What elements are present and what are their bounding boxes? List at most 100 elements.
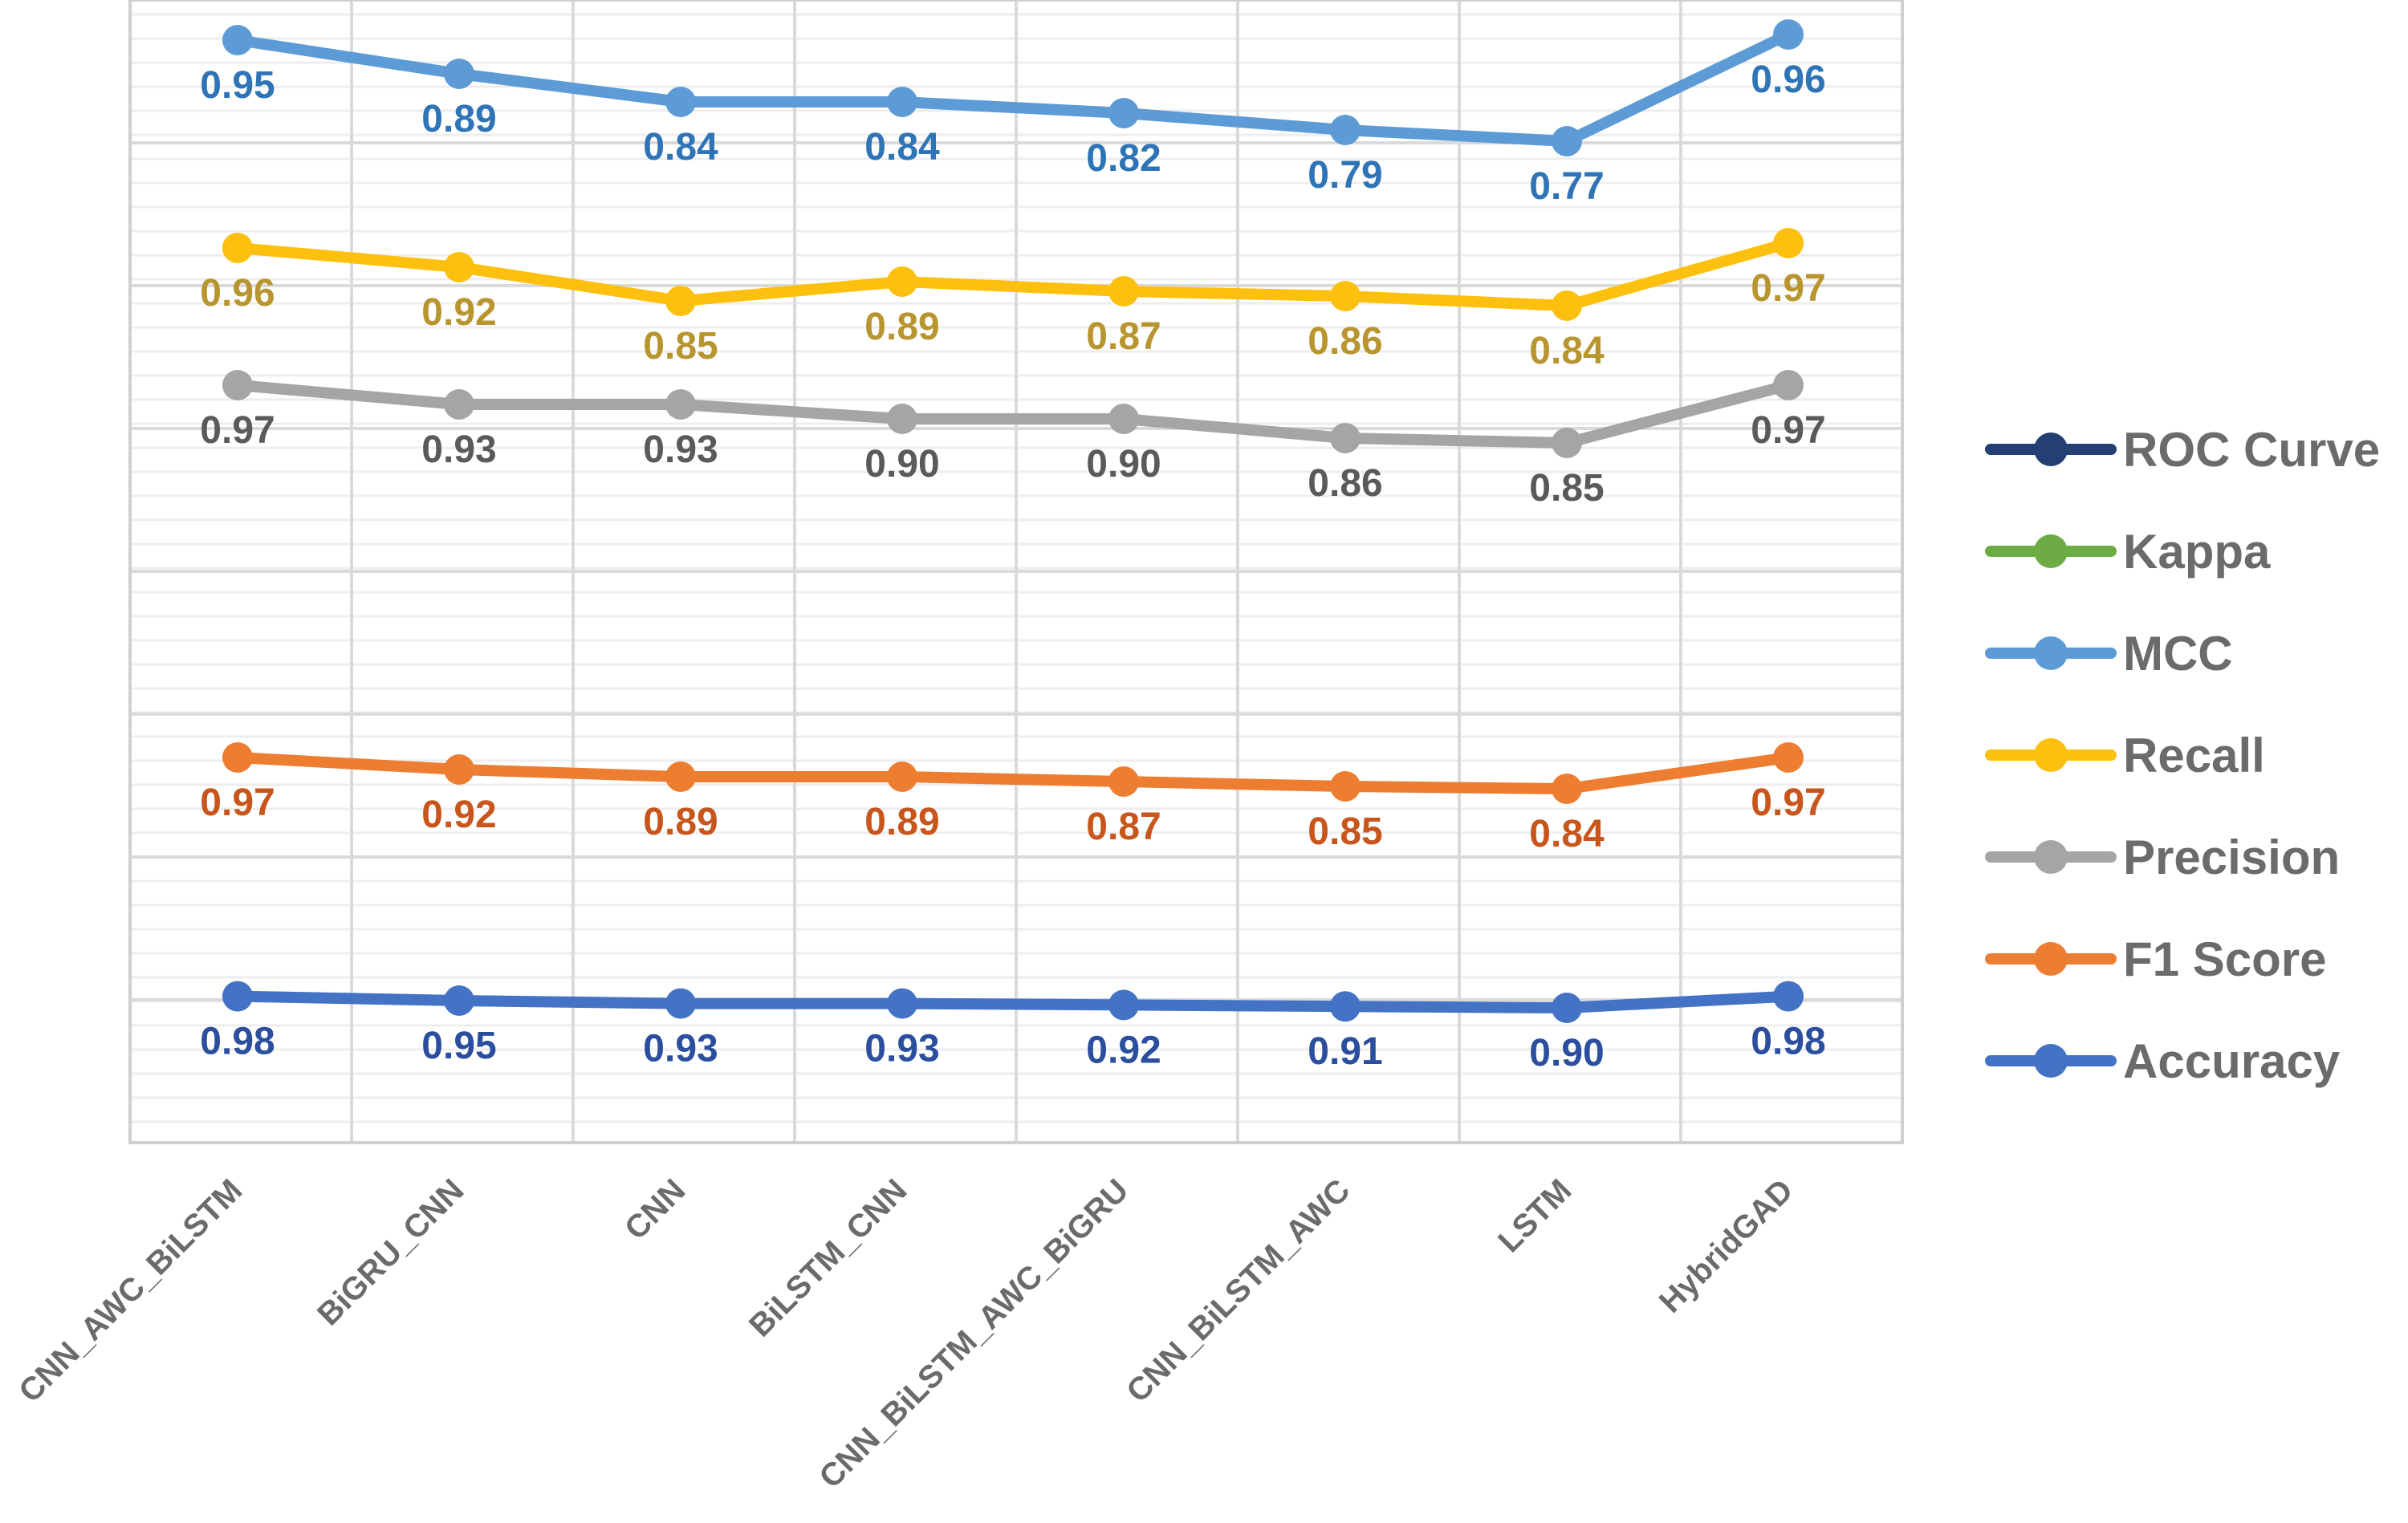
data-point xyxy=(665,988,696,1019)
data-point xyxy=(1773,370,1804,400)
data-point xyxy=(1773,19,1804,50)
data-label: 0.95 xyxy=(421,1025,496,1067)
data-point xyxy=(1330,771,1361,802)
plot-area-border xyxy=(128,0,1904,1144)
data-point xyxy=(887,266,917,297)
x-axis-tick-labels: CNN_AWC_BiLSTM BiGRU_CNN CNN BiLSTM_CNN CNN_… xyxy=(12,1172,1800,1495)
data-label: 0.84 xyxy=(1529,330,1605,372)
data-point xyxy=(1773,228,1804,258)
data-label: 0.84 xyxy=(643,126,718,169)
x-tick-label: HybridGAD xyxy=(1653,1172,1800,1320)
data-point xyxy=(1330,991,1361,1022)
x-tick-label: BiLSTM_CNN xyxy=(742,1172,913,1343)
data-point xyxy=(1552,774,1582,804)
data-point xyxy=(1108,404,1139,434)
data-point xyxy=(1330,115,1361,145)
data-label: 0.85 xyxy=(1308,810,1382,853)
data-label: 0.86 xyxy=(1308,462,1382,505)
data-point xyxy=(222,25,253,55)
data-label: 0.89 xyxy=(864,801,939,843)
data-point xyxy=(1330,281,1361,311)
data-label: 0.97 xyxy=(1751,782,1825,824)
series-line-mcc xyxy=(232,29,1794,147)
data-label: 0.89 xyxy=(421,98,496,140)
data-label: 0.90 xyxy=(1529,1032,1604,1074)
data-point xyxy=(222,742,253,773)
data-point xyxy=(444,59,474,89)
data-point xyxy=(887,404,917,434)
data-label: 0.91 xyxy=(1308,1030,1382,1073)
data-label: 0.97 xyxy=(1751,267,1825,310)
data-label: 0.84 xyxy=(864,126,940,169)
legend-label: F1 Score xyxy=(2123,932,2326,986)
legend-label: Recall xyxy=(2123,729,2265,782)
data-label: 0.95 xyxy=(200,64,275,107)
data-label: 0.93 xyxy=(643,428,718,471)
data-label: 0.87 xyxy=(1086,315,1161,358)
data-point xyxy=(665,286,696,316)
data-point xyxy=(887,87,917,117)
data-label: 0.82 xyxy=(1086,137,1161,180)
x-tick-label: BiGRU_CNN xyxy=(311,1172,470,1332)
legend-label: Kappa xyxy=(2123,525,2271,579)
data-point xyxy=(444,754,474,785)
data-label: 0.96 xyxy=(200,272,275,315)
x-tick-label: LSTM xyxy=(1491,1172,1578,1259)
data-point xyxy=(222,981,253,1012)
data-point xyxy=(1552,428,1582,458)
data-point xyxy=(887,762,917,792)
data-point xyxy=(1108,766,1139,797)
data-label: 0.93 xyxy=(643,1028,718,1070)
data-point xyxy=(444,985,474,1016)
data-point xyxy=(665,389,696,420)
data-point xyxy=(1552,993,1582,1023)
legend-label: Precision xyxy=(2123,831,2340,884)
legend: ROC Curve Kappa MCC Recall Precision F1 Score… xyxy=(1985,423,2380,1088)
legend-label: ROC Curve xyxy=(2123,423,2380,477)
data-label: 0.89 xyxy=(643,801,718,843)
chart-gridlines xyxy=(130,0,1902,1143)
data-point xyxy=(1552,290,1582,321)
data-point xyxy=(222,233,253,263)
data-point xyxy=(444,389,474,420)
data-label: 0.85 xyxy=(643,325,718,368)
data-label: 0.96 xyxy=(1751,59,1825,101)
data-label: 0.97 xyxy=(200,782,275,824)
data-point xyxy=(222,370,253,400)
x-tick-label: CNN xyxy=(618,1172,692,1246)
series-line-precision xyxy=(232,380,1794,449)
legend-swatch-marker xyxy=(2034,840,2068,874)
data-label: 0.87 xyxy=(1086,806,1161,848)
series-line-f1-score xyxy=(232,752,1794,794)
legend-swatch-marker xyxy=(2034,738,2068,772)
data-point xyxy=(1773,981,1804,1012)
data-label: 0.89 xyxy=(864,306,939,348)
legend-swatch-marker xyxy=(2034,636,2068,670)
data-point xyxy=(1330,423,1361,453)
legend-swatch-marker xyxy=(2034,1044,2068,1078)
data-point xyxy=(665,87,696,117)
series-line-recall xyxy=(232,238,1794,311)
data-label: 0.86 xyxy=(1308,320,1382,363)
data-label: 0.92 xyxy=(421,291,496,334)
data-point xyxy=(1552,126,1582,156)
data-label: 0.84 xyxy=(1529,813,1605,855)
data-label: 0.98 xyxy=(1751,1021,1825,1063)
data-label: 0.97 xyxy=(1751,409,1825,452)
data-point xyxy=(1108,276,1139,307)
data-label: 0.98 xyxy=(200,1021,275,1063)
data-point xyxy=(1773,742,1804,773)
series-line-accuracy xyxy=(232,990,1794,1013)
legend-label: Accuracy xyxy=(2123,1034,2341,1088)
x-tick-label: CNN_BiLSTM_AWC xyxy=(1120,1172,1357,1409)
data-label: 0.97 xyxy=(200,409,275,452)
data-point xyxy=(1108,989,1139,1021)
data-label: 0.90 xyxy=(864,443,939,485)
data-label: 0.85 xyxy=(1529,467,1604,510)
legend-swatch-marker xyxy=(2034,433,2068,466)
data-point xyxy=(665,762,696,792)
legend-label: MCC xyxy=(2123,627,2233,680)
data-label: 0.93 xyxy=(864,1028,939,1070)
data-labels: 0.970.940.910.920.910.890.880.980.950.89… xyxy=(200,59,1825,1074)
